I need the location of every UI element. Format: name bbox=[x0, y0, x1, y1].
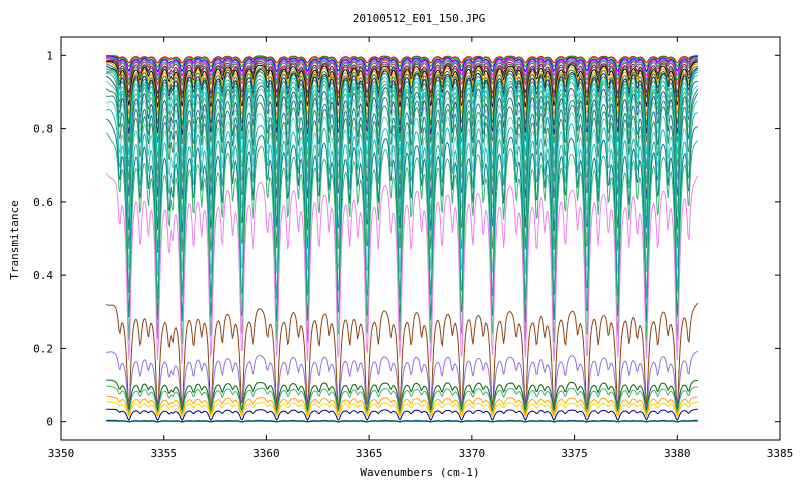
series-line bbox=[106, 59, 698, 96]
y-tick-label: 0.6 bbox=[33, 196, 53, 209]
series-line bbox=[106, 55, 698, 64]
chart-title: 20100512_E01_150.JPG bbox=[353, 12, 485, 25]
x-tick-label: 3355 bbox=[150, 447, 177, 460]
y-tick-label: 0.4 bbox=[33, 269, 53, 282]
series-line bbox=[106, 385, 698, 415]
series-line bbox=[106, 56, 698, 78]
series-line bbox=[105, 172, 699, 364]
x-tick-label: 3350 bbox=[48, 447, 75, 460]
plot-frame bbox=[60, 36, 781, 441]
series-line bbox=[106, 68, 699, 145]
y-tick-label: 0 bbox=[46, 416, 53, 429]
x-tick-label: 3385 bbox=[767, 447, 794, 460]
series-line bbox=[106, 56, 698, 83]
series-line bbox=[106, 395, 698, 417]
x-tick-label: 3365 bbox=[356, 447, 383, 460]
series-line bbox=[105, 88, 699, 233]
series-line bbox=[106, 401, 698, 419]
x-tick-label: 3375 bbox=[561, 447, 588, 460]
x-axis-ticks: 3350 3355 3360 3365 3370 3375 3380 3385 bbox=[48, 37, 794, 460]
series-line bbox=[106, 350, 698, 413]
series-line bbox=[106, 55, 698, 68]
series-line bbox=[106, 60, 698, 100]
series-line bbox=[106, 57, 698, 88]
series-line bbox=[106, 61, 698, 109]
x-tick-label: 3360 bbox=[253, 447, 280, 460]
series-line bbox=[106, 93, 699, 253]
y-axis-ticks: 0 0.2 0.4 0.6 0.8 1 bbox=[33, 49, 780, 429]
y-tick-label: 0.2 bbox=[33, 342, 53, 355]
series-layer bbox=[105, 55, 699, 423]
series-line bbox=[106, 302, 699, 409]
series-line bbox=[106, 420, 698, 423]
y-axis-label: Transmitance bbox=[8, 200, 21, 279]
series-line bbox=[106, 100, 699, 277]
x-tick-label: 3380 bbox=[664, 447, 691, 460]
x-axis-label: Wavenumbers (cm-1) bbox=[360, 466, 479, 479]
series-line bbox=[105, 132, 699, 345]
series-line bbox=[106, 55, 698, 73]
y-tick-label: 1 bbox=[46, 49, 53, 62]
y-tick-label: 0.8 bbox=[33, 123, 53, 136]
series-line bbox=[106, 408, 698, 422]
series-line bbox=[106, 379, 698, 412]
x-tick-label: 3370 bbox=[459, 447, 486, 460]
series-line bbox=[106, 69, 699, 158]
